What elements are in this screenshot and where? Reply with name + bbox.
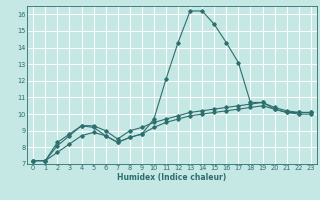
X-axis label: Humidex (Indice chaleur): Humidex (Indice chaleur): [117, 173, 227, 182]
